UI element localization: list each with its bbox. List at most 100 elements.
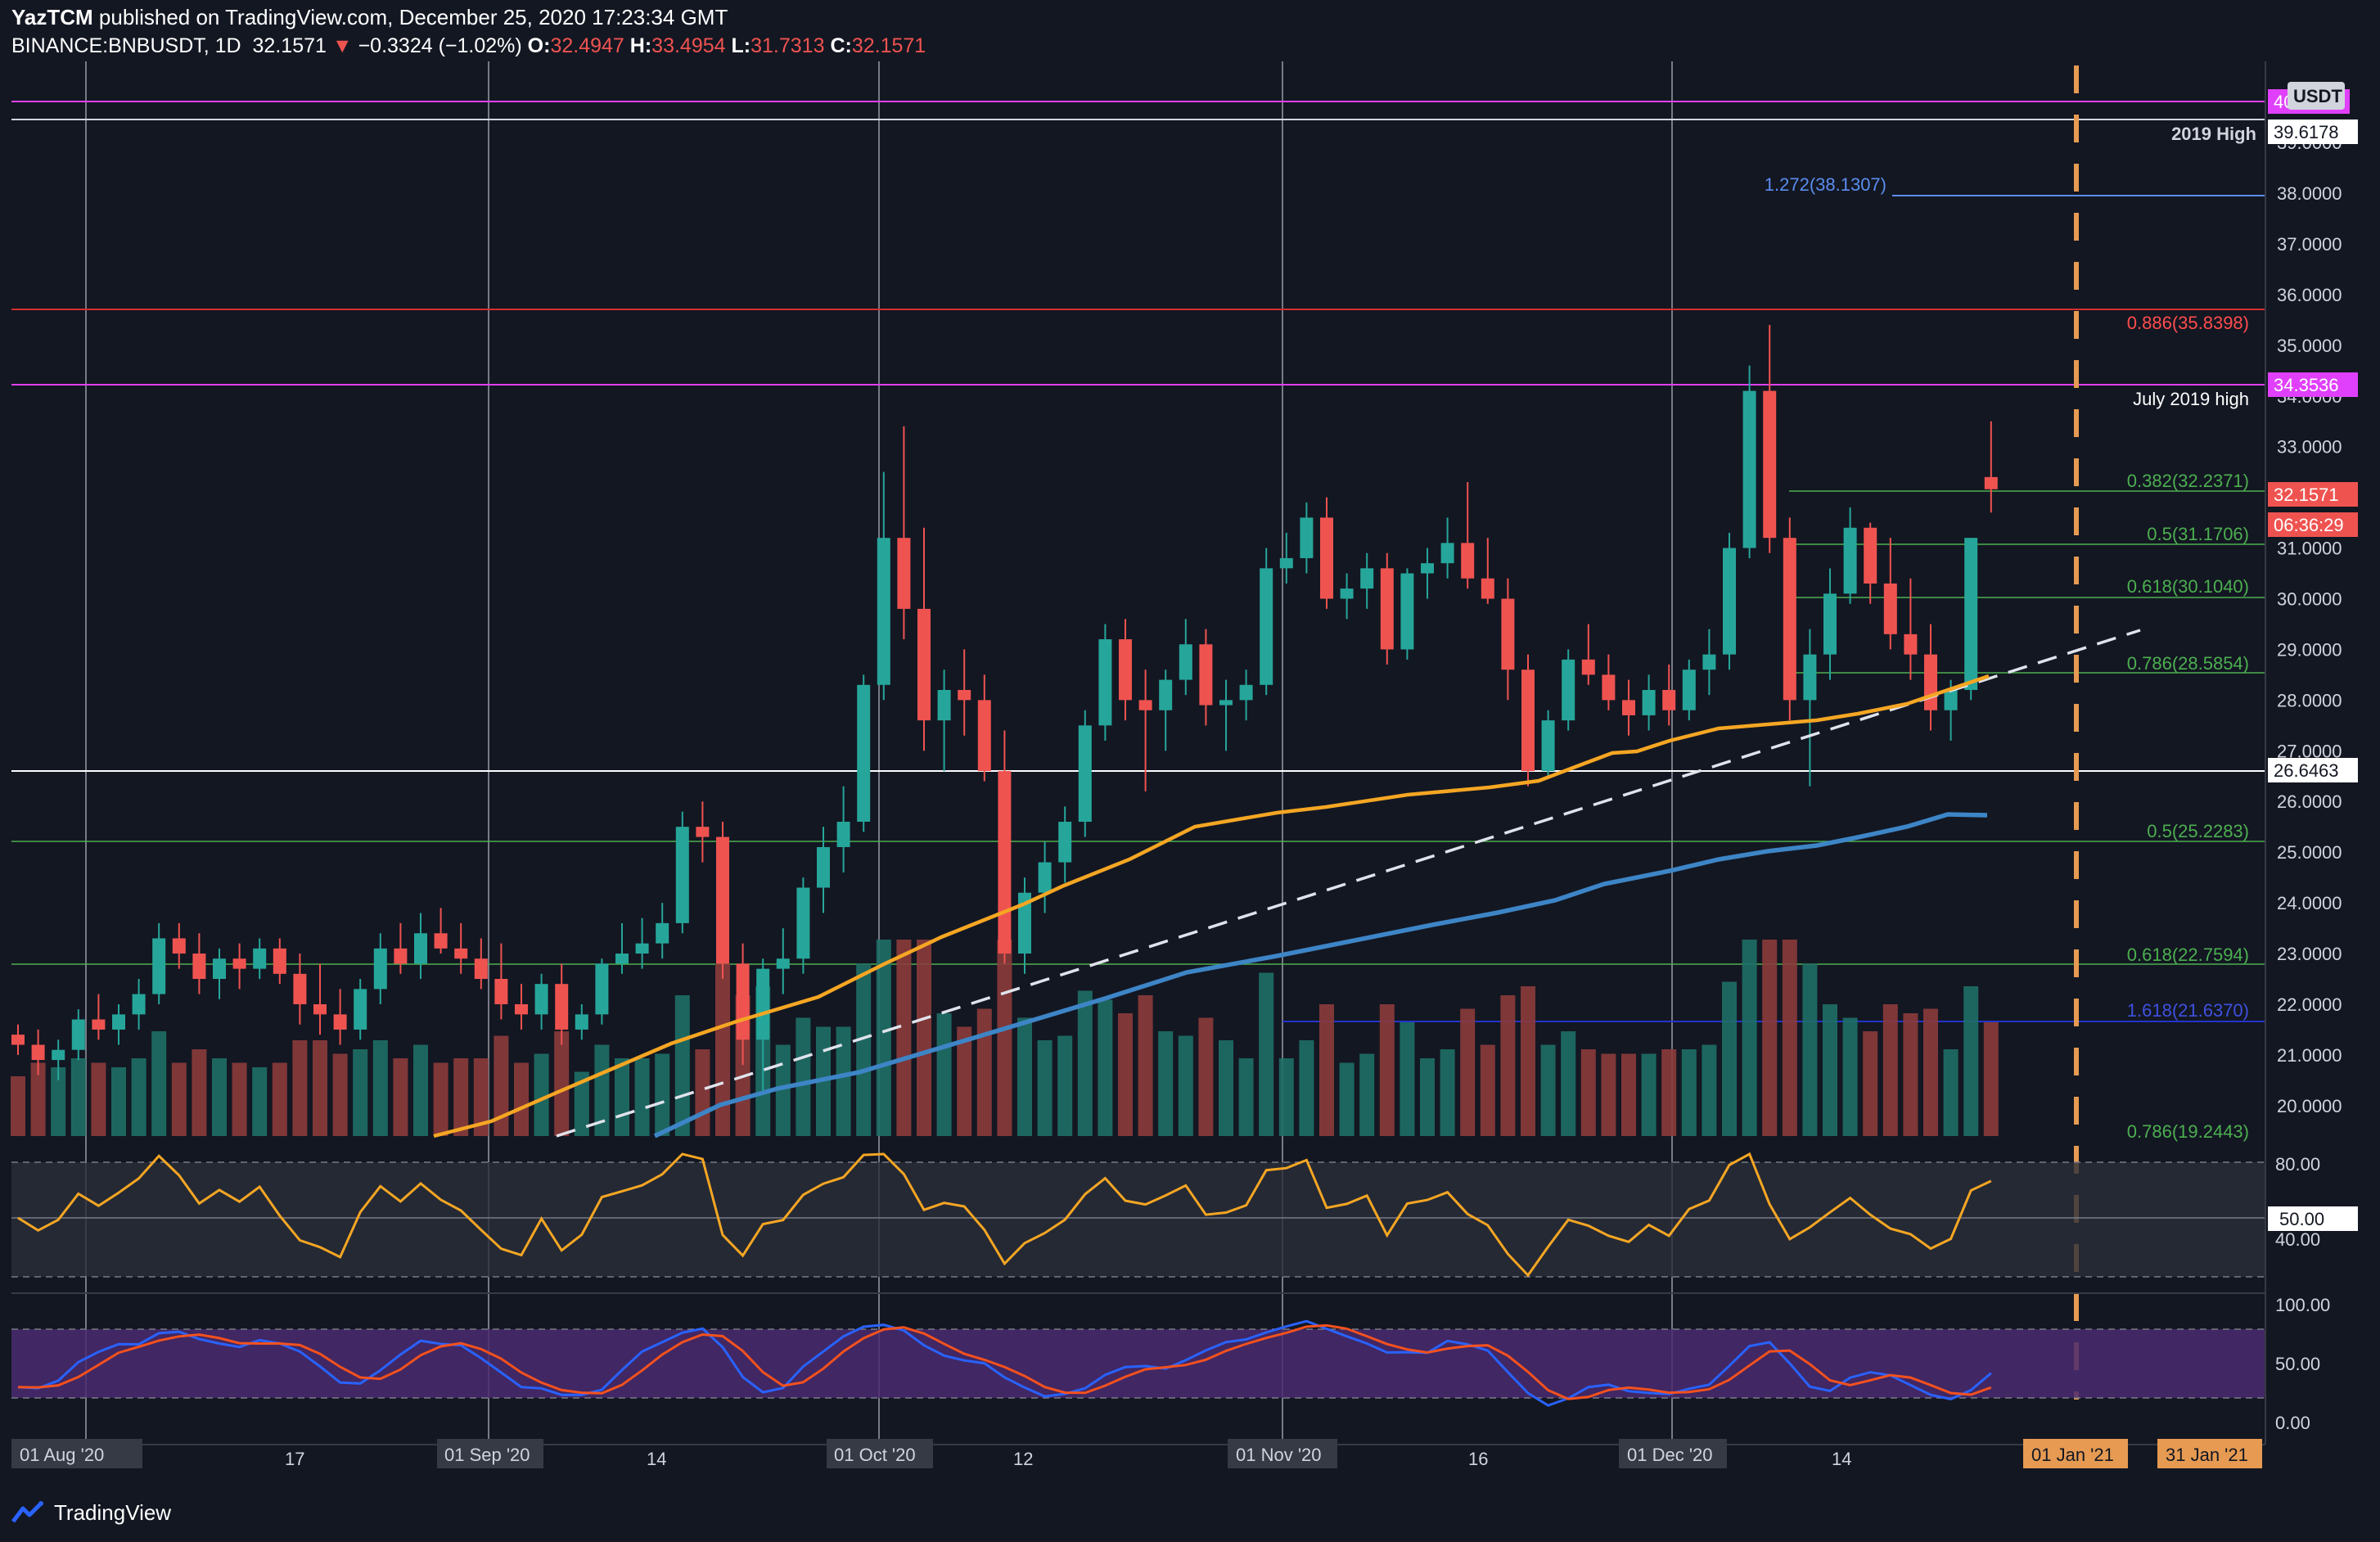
candle-body[interactable] bbox=[1360, 568, 1374, 589]
candle-body[interactable] bbox=[977, 700, 991, 772]
candle-body[interactable] bbox=[555, 984, 569, 1030]
candle-body[interactable] bbox=[696, 827, 710, 837]
time-axis[interactable]: 01 Aug '20 17 01 Sep '20 14 01 Oct '20 1… bbox=[11, 1439, 2265, 1469]
candle-body[interactable] bbox=[897, 538, 911, 609]
candle-body[interactable] bbox=[152, 938, 166, 994]
tradingview-logo[interactable]: TradingView bbox=[11, 1496, 171, 1529]
candle-body[interactable] bbox=[394, 948, 408, 964]
candle-body[interactable] bbox=[1622, 700, 1635, 715]
candle-body[interactable] bbox=[1904, 633, 1918, 655]
candle-body[interactable] bbox=[675, 827, 689, 923]
candle-body[interactable] bbox=[534, 984, 548, 1015]
candle-body[interactable] bbox=[1763, 390, 1777, 539]
candle-body[interactable] bbox=[958, 689, 971, 701]
candle-body[interactable] bbox=[1320, 517, 1333, 599]
candle-body[interactable] bbox=[474, 958, 488, 980]
candle-body[interactable] bbox=[716, 836, 729, 964]
candle-body[interactable] bbox=[736, 963, 750, 1040]
candle-body[interactable] bbox=[1279, 557, 1293, 569]
candle-body[interactable] bbox=[1098, 639, 1112, 726]
candle-body[interactable] bbox=[1702, 654, 1716, 670]
stoch-axis[interactable]: 100.00 50.00 0.00 bbox=[2275, 1295, 2330, 1433]
candle-body[interactable] bbox=[1562, 659, 1575, 721]
candle-body[interactable] bbox=[1058, 822, 1072, 863]
candle-body[interactable] bbox=[52, 1049, 65, 1061]
candle-body[interactable] bbox=[817, 846, 830, 888]
candle-body[interactable] bbox=[1742, 390, 1756, 548]
candle-body[interactable] bbox=[595, 963, 609, 1015]
candle-body[interactable] bbox=[1481, 578, 1494, 599]
candle-body[interactable] bbox=[494, 979, 508, 1004]
candle-body[interactable] bbox=[112, 1014, 125, 1030]
candle-body[interactable] bbox=[1541, 720, 1555, 772]
candle-body[interactable] bbox=[1581, 659, 1595, 675]
candle-body[interactable] bbox=[1461, 543, 1475, 579]
candle-body[interactable] bbox=[1038, 862, 1052, 893]
candle-body[interactable] bbox=[1944, 689, 1958, 710]
candle-body[interactable] bbox=[917, 608, 931, 721]
candle-body[interactable] bbox=[1682, 670, 1696, 710]
candle-body[interactable] bbox=[1219, 700, 1233, 706]
candle-body[interactable] bbox=[434, 933, 448, 949]
candle-body[interactable] bbox=[635, 943, 649, 954]
candle-body[interactable] bbox=[1823, 593, 1837, 655]
candle-body[interactable] bbox=[615, 954, 629, 964]
candle-body[interactable] bbox=[1501, 598, 1515, 670]
candle-body[interactable] bbox=[1239, 684, 1253, 701]
candle-body[interactable] bbox=[1138, 700, 1152, 710]
candle-body[interactable] bbox=[293, 973, 307, 1004]
candle-body[interactable] bbox=[71, 1019, 85, 1050]
candle-body[interactable] bbox=[1843, 527, 1857, 594]
candle-body[interactable] bbox=[1642, 689, 1656, 715]
price-axis[interactable]: 39.000038.000037.000036.000035.000034.00… bbox=[2265, 61, 2342, 1445]
candle-body[interactable] bbox=[1260, 568, 1273, 685]
candle-body[interactable] bbox=[333, 1014, 347, 1030]
author-name[interactable]: YazTCM bbox=[11, 5, 93, 29]
candle-body[interactable] bbox=[1421, 563, 1434, 574]
candle-body[interactable] bbox=[172, 938, 186, 954]
candle-body[interactable] bbox=[354, 989, 367, 1030]
candle-body[interactable] bbox=[11, 1035, 25, 1045]
candle-body[interactable] bbox=[836, 822, 850, 847]
candle-body[interactable] bbox=[796, 887, 810, 959]
candle-body[interactable] bbox=[373, 948, 387, 990]
candle-body[interactable] bbox=[1924, 654, 1937, 710]
candle-body[interactable] bbox=[575, 1014, 588, 1030]
candle-body[interactable] bbox=[1179, 644, 1192, 680]
candle-body[interactable] bbox=[1400, 573, 1414, 650]
candle-body[interactable] bbox=[776, 958, 790, 969]
candle-body[interactable] bbox=[1602, 674, 1616, 701]
rsi-axis[interactable]: 80.00 50.00 40.00 bbox=[2268, 1154, 2358, 1250]
candle-body[interactable] bbox=[1964, 538, 1978, 690]
candle-body[interactable] bbox=[454, 948, 468, 959]
candle-body[interactable] bbox=[1119, 639, 1132, 701]
candle-body[interactable] bbox=[1078, 725, 1092, 823]
candle-body[interactable] bbox=[937, 689, 951, 721]
candle-body[interactable] bbox=[998, 771, 1012, 954]
candle-body[interactable] bbox=[1199, 644, 1213, 706]
candle-body[interactable] bbox=[232, 958, 246, 969]
symbol-label[interactable]: BINANCE:BNBUSDT, 1D bbox=[11, 34, 241, 57]
candle-body[interactable] bbox=[656, 922, 669, 944]
candle-body[interactable] bbox=[414, 933, 427, 964]
candle-body[interactable] bbox=[1340, 588, 1354, 599]
candle-body[interactable] bbox=[253, 948, 267, 969]
candle-body[interactable] bbox=[877, 538, 890, 685]
candle-body[interactable] bbox=[1783, 538, 1796, 701]
candle-body[interactable] bbox=[1803, 654, 1817, 701]
candle-body[interactable] bbox=[1380, 568, 1394, 650]
candle-body[interactable] bbox=[31, 1044, 45, 1061]
candle-body[interactable] bbox=[1159, 679, 1173, 710]
candle-body[interactable] bbox=[213, 958, 226, 980]
candle-body[interactable] bbox=[313, 1003, 327, 1015]
candle-body[interactable] bbox=[192, 954, 206, 980]
candle-body[interactable] bbox=[1662, 689, 1676, 710]
candle-body[interactable] bbox=[132, 994, 146, 1015]
candle-body[interactable] bbox=[273, 948, 286, 974]
candle-body[interactable] bbox=[1440, 543, 1454, 564]
candle-body[interactable] bbox=[92, 1019, 106, 1030]
candle-body[interactable] bbox=[1018, 892, 1031, 954]
candle-body[interactable] bbox=[515, 1003, 528, 1015]
candle-body[interactable] bbox=[1864, 527, 1877, 584]
